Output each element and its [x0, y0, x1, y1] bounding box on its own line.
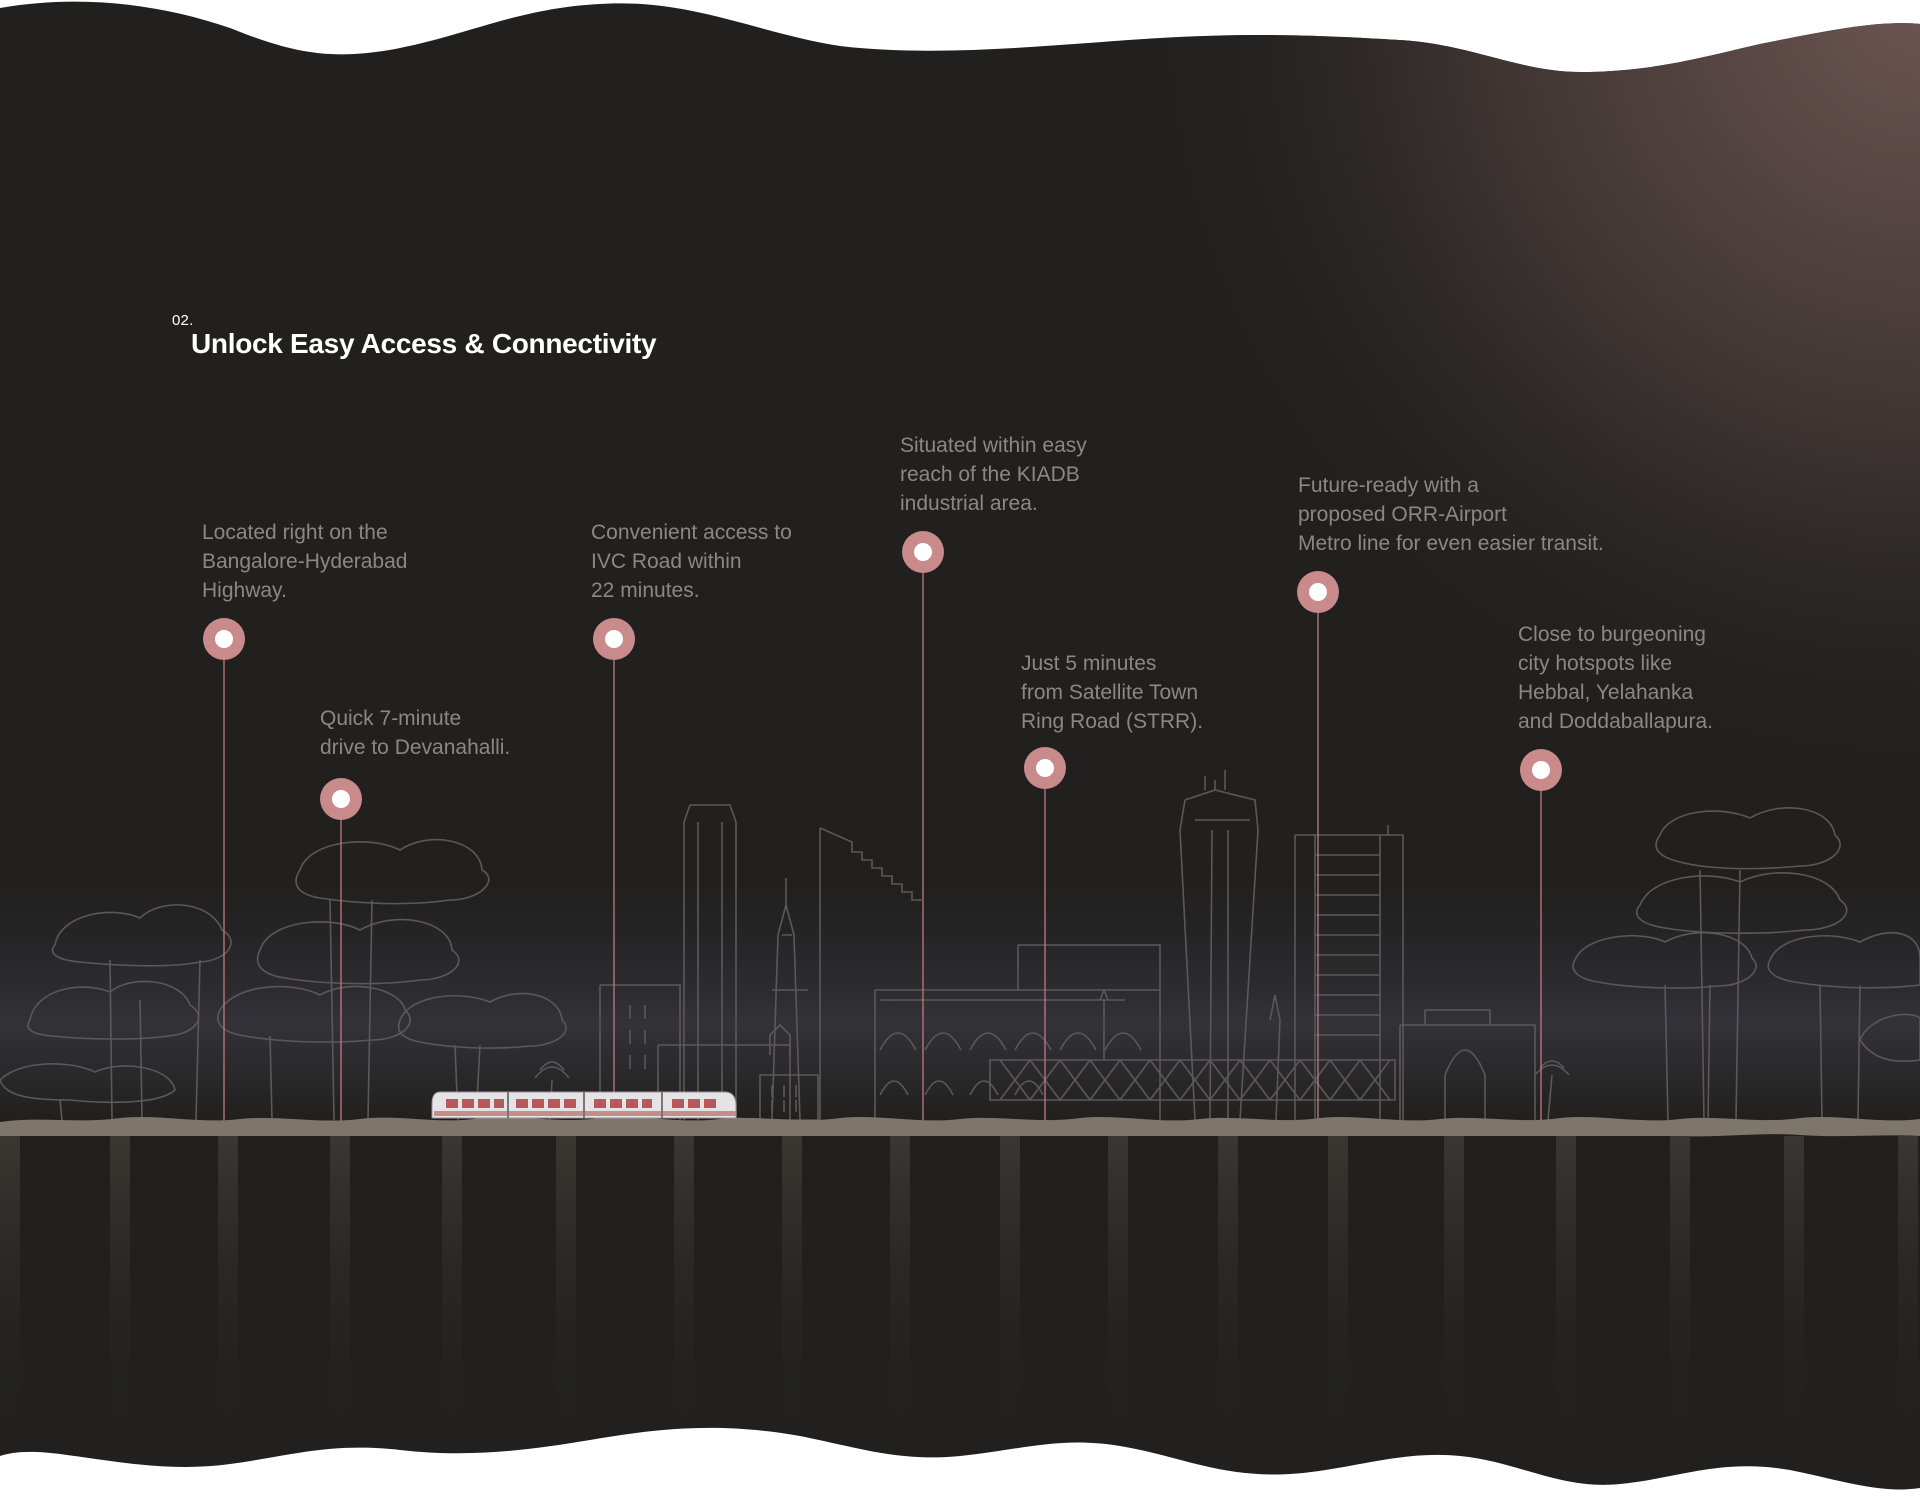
highlight-metro-line: Future-ready with a proposed ORR-Airport…: [1298, 474, 1604, 555]
location-pin-icon[interactable]: [203, 618, 245, 660]
location-pin-icon[interactable]: [1024, 747, 1066, 789]
location-pin-icon[interactable]: [1297, 571, 1339, 613]
tree-cluster-right: [534, 807, 1920, 1121]
location-pins: [203, 531, 1562, 820]
highlight-kiadb: Situated within easy reach of the KIADB …: [900, 434, 1087, 515]
location-pin-icon[interactable]: [902, 531, 944, 573]
location-pin-icon[interactable]: [593, 618, 635, 660]
city-skyline: [0, 770, 1920, 1121]
highlight-ivc-road: Convenient access to IVC Road within 22 …: [591, 521, 792, 602]
highlight-city-hotspots: Close to burgeoning city hotspots like H…: [1518, 623, 1713, 733]
section-title: Unlock Easy Access & Connectivity: [191, 328, 657, 359]
highlight-strr: Just 5 minutes from Satellite Town Ring …: [1021, 652, 1204, 733]
pin-lines: [223, 552, 1542, 1122]
highlight-highway: Located right on the Bangalore-Hyderabad…: [202, 521, 408, 602]
ground-band: [0, 1117, 1920, 1137]
tree-cluster-left: [0, 838, 567, 1121]
section-number: 02.: [172, 312, 194, 329]
highlight-devanahalli: Quick 7-minute drive to Devanahalli.: [320, 707, 511, 759]
metro-train: [431, 1091, 737, 1119]
buildings-center: [599, 770, 1536, 1121]
location-pin-icon[interactable]: [1520, 749, 1562, 791]
location-pin-icon[interactable]: [320, 778, 362, 820]
support-pillars: [0, 1136, 1918, 1476]
